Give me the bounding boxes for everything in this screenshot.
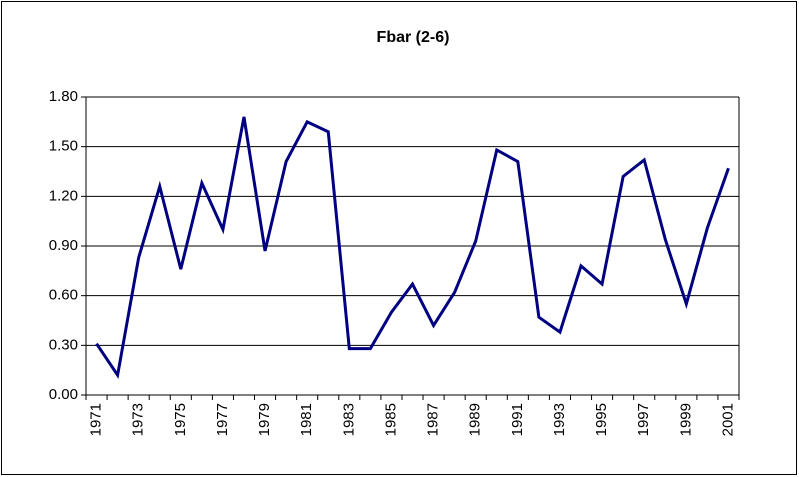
x-tick-label: 1995 — [593, 403, 610, 436]
series-line — [95, 116, 730, 380]
x-tick-label: 1979 — [256, 403, 273, 436]
x-tick-label: 1977 — [214, 403, 231, 436]
x-tick-label: 1987 — [425, 403, 442, 436]
x-tick-label: 1983 — [340, 403, 357, 436]
y-tick-label: 0.30 — [49, 336, 78, 353]
y-tick-label: 0.60 — [49, 287, 78, 304]
x-tick-label: 1985 — [382, 403, 399, 436]
x-tick-label: 2001 — [719, 403, 736, 436]
x-tick-label: 1975 — [172, 403, 189, 436]
x-tick-label: 1991 — [509, 403, 526, 436]
y-tick-label: 0.90 — [49, 237, 78, 254]
x-tick-label: 1973 — [130, 403, 147, 436]
x-tick-label: 1981 — [298, 403, 315, 436]
x-tick-label: 1989 — [467, 403, 484, 436]
x-tick-label: 1993 — [551, 403, 568, 436]
y-tick-label: 1.50 — [49, 138, 78, 155]
chart-title: Fbar (2-6) — [377, 29, 450, 46]
x-tick-label: 1997 — [635, 403, 652, 436]
x-tick-label: 1971 — [88, 403, 105, 436]
x-tick-label: 1999 — [677, 403, 694, 436]
y-tick-label: 0.00 — [49, 386, 78, 403]
y-tick-label: 1.80 — [49, 88, 78, 105]
y-tick-label: 1.20 — [49, 187, 78, 204]
